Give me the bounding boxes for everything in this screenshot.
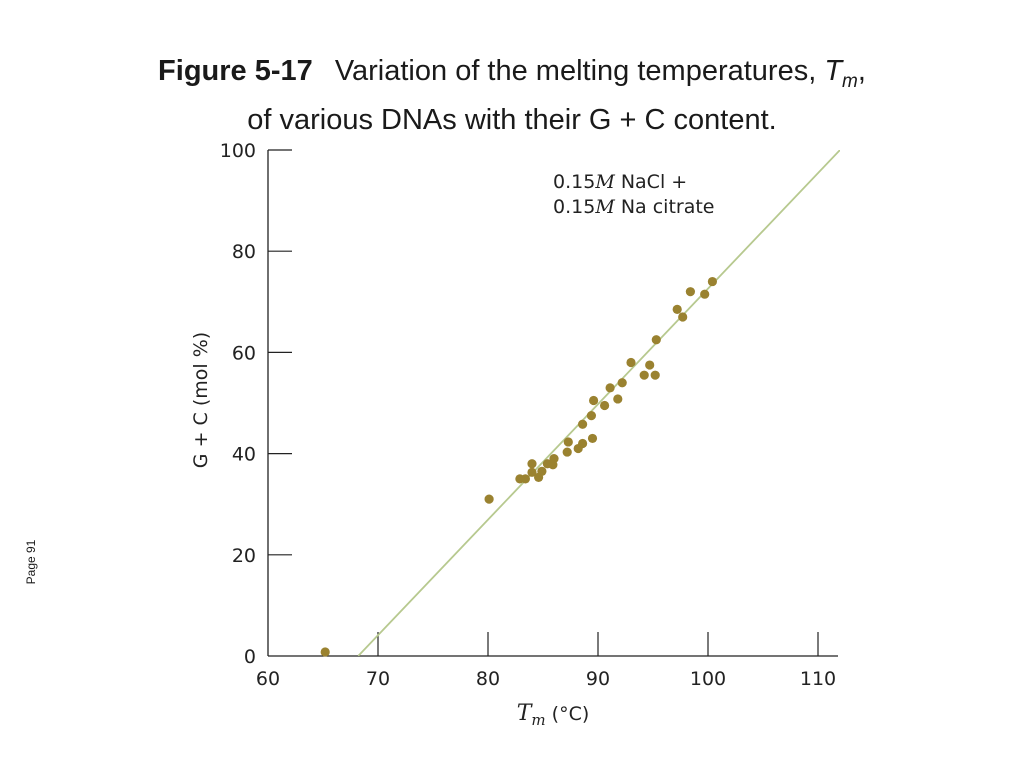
y-tick-labels: 0 20 40 60 80 100 <box>220 140 256 668</box>
data-point <box>650 370 660 380</box>
fit-line <box>357 150 840 656</box>
x-tick-label: 90 <box>586 668 610 690</box>
y-tick-label: 40 <box>232 444 256 466</box>
data-point <box>672 304 682 314</box>
data-point <box>562 447 572 457</box>
y-tick-label: 60 <box>232 342 256 364</box>
x-tick-label: 110 <box>800 668 836 690</box>
caption-tm-symbol: Tm <box>824 55 858 92</box>
caption-line-1: Figure 5-17 Variation of the melting tem… <box>0 52 1024 101</box>
data-point <box>617 378 627 388</box>
data-point <box>527 459 537 469</box>
caption-line-2: of various DNAs with their G + C content… <box>247 103 777 136</box>
caption-comma: , <box>857 55 866 87</box>
data-point <box>651 335 661 345</box>
x-tick-labels: 60 70 80 90 100 110 <box>256 668 836 690</box>
caption-tm-subscript: m <box>842 70 858 92</box>
data-points <box>320 276 718 657</box>
figure-caption: Figure 5-17 Variation of the melting tem… <box>0 52 1024 139</box>
data-point <box>613 394 623 404</box>
data-point <box>645 360 655 370</box>
y-tick-label: 80 <box>232 241 256 263</box>
data-point <box>563 437 573 447</box>
y-axis-title: G + C (mol %) <box>190 332 212 468</box>
data-point <box>707 276 718 287</box>
data-point <box>520 474 531 484</box>
data-point <box>639 370 649 380</box>
x-tick-label: 80 <box>476 668 500 690</box>
data-point <box>320 647 330 657</box>
data-point <box>578 438 588 449</box>
x-tick-label: 60 <box>256 668 280 690</box>
molar-unit: M <box>594 171 615 193</box>
data-point <box>685 287 696 297</box>
data-point <box>578 419 588 429</box>
x-tick-label: 70 <box>366 668 390 690</box>
data-point <box>527 467 537 477</box>
data-point <box>586 411 597 421</box>
data-point <box>700 289 710 299</box>
data-point <box>678 312 688 322</box>
data-point <box>484 494 494 504</box>
molar-unit: M <box>594 196 615 218</box>
data-point <box>605 383 615 393</box>
caption-text-pre: Variation of the melting temperatures, <box>334 55 817 87</box>
axes <box>267 149 838 657</box>
y-tick-label: 20 <box>232 545 256 567</box>
x-tick-label: 100 <box>690 668 726 690</box>
data-point <box>600 400 610 411</box>
fit-line-group <box>357 150 840 656</box>
x-axis-title: Tm (°C) <box>517 701 590 729</box>
annotation-line-1: 0.15M NaCl + <box>553 171 687 193</box>
data-point <box>589 395 599 406</box>
figure-label: Figure 5-17 <box>158 55 313 87</box>
data-point <box>626 357 636 368</box>
data-point <box>587 433 598 444</box>
y-tick-label: 0 <box>244 646 256 668</box>
data-point <box>537 466 547 476</box>
annotation-line-2: 0.15M Na citrate <box>553 196 715 218</box>
y-tick-label: 100 <box>220 140 256 162</box>
data-point <box>549 454 559 464</box>
